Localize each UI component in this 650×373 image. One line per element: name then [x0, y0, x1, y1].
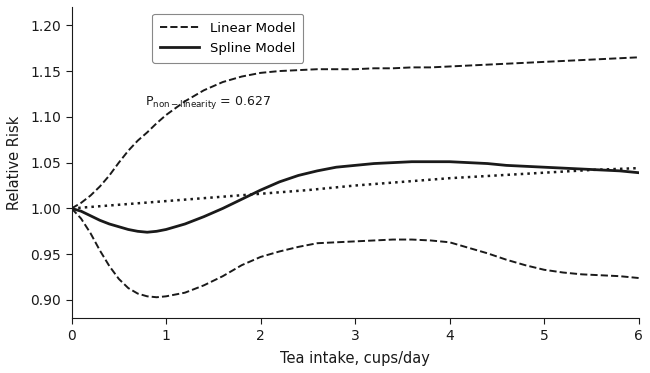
X-axis label: Tea intake, cups/day: Tea intake, cups/day: [280, 351, 430, 366]
Y-axis label: Relative Risk: Relative Risk: [7, 115, 22, 210]
Legend: Linear Model, Spline Model: Linear Model, Spline Model: [152, 13, 304, 63]
Text: P$_{\sf non-linearity}$ = 0.627: P$_{\sf non-linearity}$ = 0.627: [146, 94, 272, 111]
